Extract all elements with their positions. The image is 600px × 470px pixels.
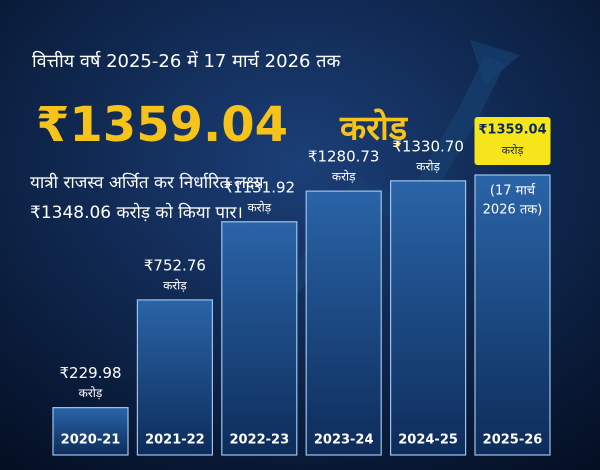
bar	[390, 180, 467, 456]
value-unit: करोड़	[163, 278, 187, 292]
value-unit: करोड़	[416, 159, 440, 173]
value-label: ₹229.98	[59, 364, 121, 382]
headline: ₹1359.04	[36, 97, 288, 153]
x-tick-label: 2023-24	[314, 433, 374, 448]
value-unit: करोड़	[502, 144, 524, 157]
subtitle: वित्तीय वर्ष 2025-26 में 17 मार्च 2026 त…	[32, 50, 341, 72]
value-label: ₹1330.70	[392, 137, 464, 155]
annotation: (17 मार्च	[490, 183, 536, 199]
annotation: 2026 तक)	[483, 203, 543, 218]
decor-arrow-head	[470, 40, 520, 85]
description-line: यात्री राजस्व अर्जित कर निर्धारित लक्ष्य	[30, 172, 265, 193]
bar	[136, 299, 213, 456]
x-tick-label: 2021-22	[145, 433, 205, 448]
bar	[305, 190, 382, 456]
x-tick-label: 2025-26	[483, 433, 543, 448]
value-unit: करोड़	[247, 200, 271, 214]
x-tick-label: 2022-23	[229, 433, 289, 448]
value-label: ₹1280.73	[308, 148, 380, 166]
value-label: ₹752.76	[144, 256, 206, 274]
bar	[474, 174, 551, 456]
bar	[221, 221, 298, 456]
x-tick-label: 2020-21	[61, 433, 121, 448]
description-line: ₹1348.06 करोड़ को किया पार।	[30, 202, 243, 223]
x-tick-label: 2024-25	[398, 433, 458, 448]
highlight-box	[474, 117, 551, 165]
bar	[52, 407, 129, 456]
value-label: ₹1131.92	[224, 178, 296, 196]
headline-unit: करोड़	[339, 108, 409, 149]
value-unit: करोड़	[332, 170, 356, 184]
value-unit: करोड़	[79, 386, 103, 400]
value-label: ₹1359.04	[478, 123, 546, 138]
